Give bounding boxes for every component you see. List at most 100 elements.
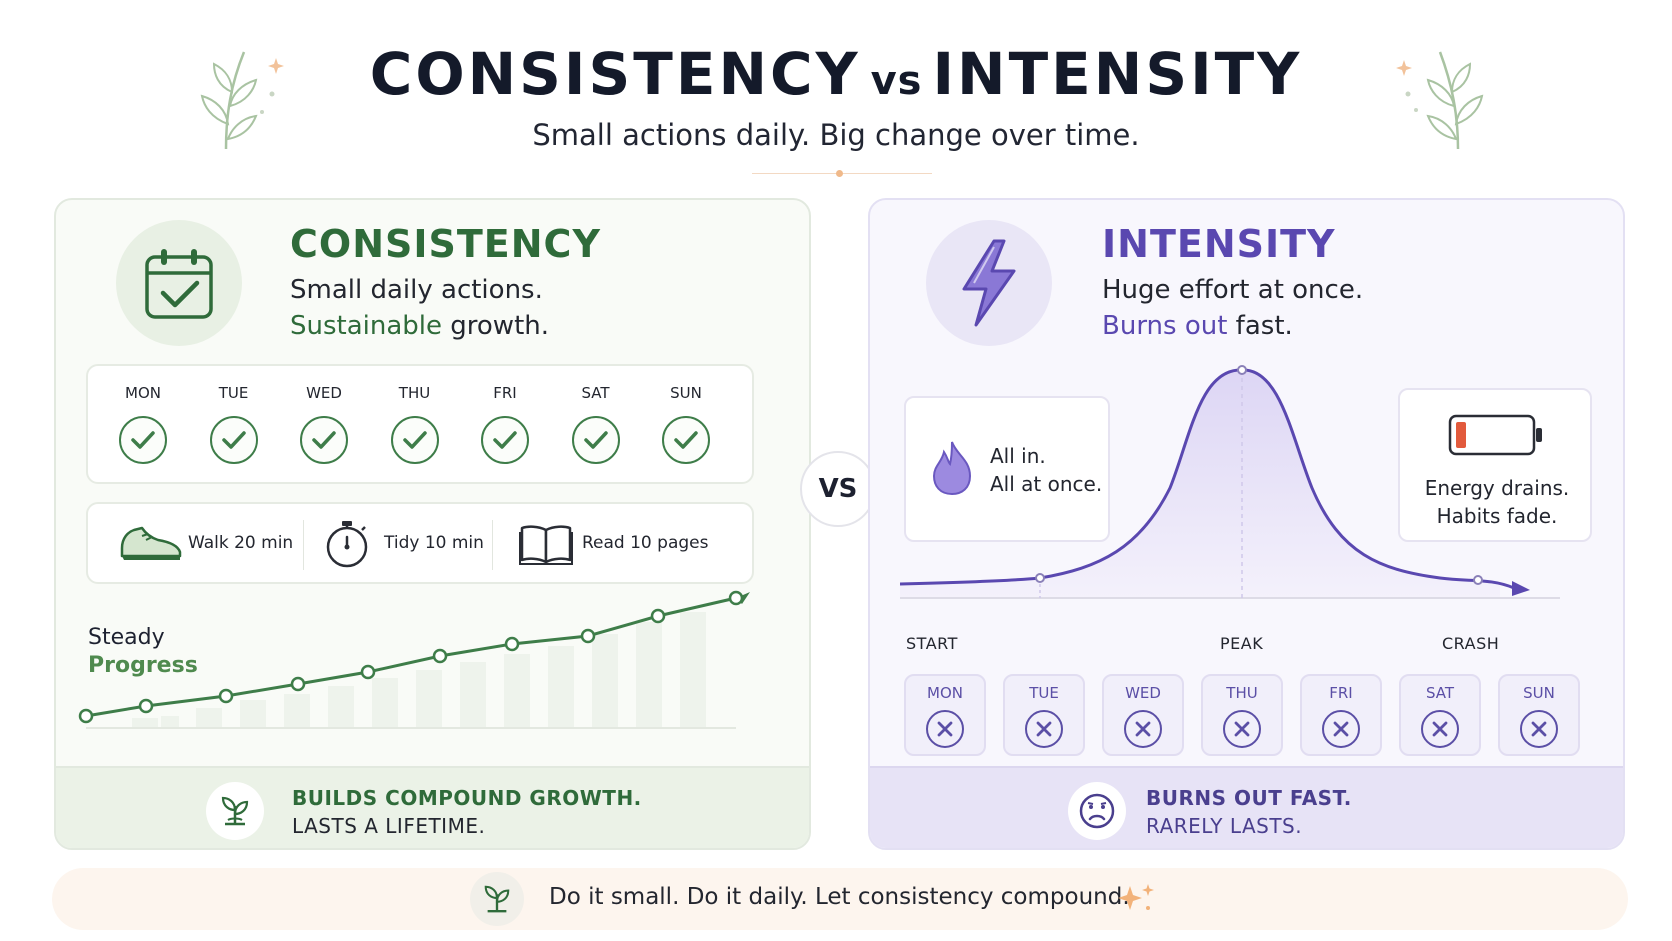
x-icon [926,710,964,748]
energy-drains-note: Energy drains. Habits fade. [1398,388,1592,542]
intensity-footer-line1: BURNS OUT FAST. [1146,786,1352,810]
intensity-desc-highlight: Burns out [1102,311,1228,341]
intensity-desc-line1: Huge effort at once. [1102,275,1364,305]
habit-separator [303,520,304,570]
page-title: CONSISTENCY vs INTENSITY [0,40,1672,108]
day-label-sat: SAT [1425,684,1455,702]
day-label-tue: TUE [1029,684,1059,702]
check-icon [209,416,258,464]
intensity-footer-line2: RARELY LASTS. [1146,814,1303,838]
habit-read-label: Read 10 pages [582,533,709,553]
consistency-footer: BUILDS COMPOUND GROWTH. LASTS A LIFETIME… [56,766,809,848]
check-icon [481,416,529,464]
energy-drains-line1: Energy drains. [1424,476,1570,500]
check-icon [119,416,167,464]
sad-face-icon-circle [1068,782,1126,840]
sparkle-icon [1118,884,1154,910]
missed-day-mon: MON [904,674,986,756]
axis-label-start: START [906,634,958,653]
habit-tidy-label: Tidy 10 min [384,533,484,553]
sprout-icon [484,885,510,913]
intensity-burnout-curve [900,365,1560,599]
title-vs: vs [870,58,923,104]
x-icon [1223,710,1261,748]
title-left: CONSISTENCY [369,40,861,108]
steady-label: Steady [88,625,165,650]
habits-row: Walk 20 min Tidy 10 min Read 10 pages [86,502,754,584]
progress-label: Progress [88,653,198,678]
x-icon [1124,710,1162,748]
calendar-icon-circle [116,220,242,346]
growth-line [85,596,737,718]
all-in-note: All in. All at once. [904,396,1110,542]
x-icon [1322,710,1360,748]
consistency-footer-line2: LASTS A LIFETIME. [292,814,486,838]
day-label-thu: THU [398,384,431,402]
check-icon [300,416,348,464]
check-icon [390,416,439,464]
growth-bars [132,612,706,728]
book-icon [518,522,574,570]
consistency-footer-line1: BUILDS COMPOUND GROWTH. [292,786,642,810]
bottom-banner: Do it small. Do it daily. Let consistenc… [52,868,1628,930]
sneaker-icon [118,524,184,568]
missed-day-tue: TUE [1003,674,1085,756]
all-in-line2: All at once. [990,472,1103,496]
intensity-panel: INTENSITY Huge effort at once. Burns out… [868,198,1625,850]
axis-label-peak: PEAK [1220,634,1264,653]
calendar-check-icon [145,249,213,319]
vs-badge: VS [800,451,876,527]
x-icon [1025,710,1063,748]
intensity-description: Huge effort at once. Burns out fast. [1102,272,1363,344]
energy-drains-line2: Habits fade. [1436,504,1558,528]
stopwatch-icon [324,518,370,574]
intensity-desc-line2: Burns out fast. [1102,308,1363,344]
banner-sprout-circle [470,872,524,926]
header-divider-dot [836,170,843,177]
consistency-panel: CONSISTENCY Small daily actions. Sustain… [54,198,811,850]
growth-points [78,590,744,724]
missed-day-fri: FRI [1300,674,1382,756]
day-label-wed: WED [306,384,342,402]
day-label-tue: TUE [218,384,249,402]
consistency-description: Small daily actions. Sustainable growth. [290,272,549,344]
lightning-icon-circle [926,220,1052,346]
consistency-desc-line1: Small daily actions. [290,275,543,305]
habit-separator [492,520,493,570]
intensity-desc-rest: fast. [1227,311,1293,341]
lightning-icon [962,239,1016,327]
leaf-left-decoration [196,44,286,154]
sprout-icon [221,796,249,826]
axis-label-crash: CRASH [1442,634,1500,653]
all-in-text: All in. All at once. [990,442,1102,498]
banner-text: Do it small. Do it daily. Let consistenc… [549,884,1130,910]
consistency-footer-text: BUILDS COMPOUND GROWTH. LASTS A LIFETIME… [292,784,642,840]
missed-day-wed: WED [1102,674,1184,756]
consistency-week-tracker: MON TUE WED THU FRI SAT SUN [86,364,754,484]
check-icon [571,416,620,464]
day-label-thu: THU [1226,684,1258,702]
check-icon [662,416,710,464]
day-label-sun: SUN [670,384,702,402]
consistency-desc-highlight: Sustainable [290,311,443,341]
habit-walk-label: Walk 20 min [188,533,294,553]
missed-day-thu: THU [1201,674,1283,756]
day-label-sun: SUN [1523,684,1555,702]
title-right: INTENSITY [932,40,1303,108]
day-label-fri: FRI [1329,684,1353,702]
leaf-right-decoration [1390,44,1490,154]
flame-icon [932,441,972,496]
day-label-mon: MON [125,384,161,402]
low-battery-icon [1448,414,1542,456]
energy-drains-text: Energy drains. Habits fade. [1400,474,1594,530]
day-label-wed: WED [1125,684,1161,702]
page-subtitle: Small actions daily. Big change over tim… [532,118,1140,152]
consistency-desc-line2: Sustainable growth. [290,308,549,344]
day-label-sat: SAT [581,384,610,402]
intensity-footer-text: BURNS OUT FAST. RARELY LASTS. [1146,784,1352,840]
missed-day-sun: SUN [1498,674,1580,756]
x-icon [1421,710,1459,748]
consistency-title: CONSISTENCY [290,222,601,266]
intensity-footer: BURNS OUT FAST. RARELY LASTS. [870,766,1623,848]
day-label-mon: MON [927,684,963,702]
